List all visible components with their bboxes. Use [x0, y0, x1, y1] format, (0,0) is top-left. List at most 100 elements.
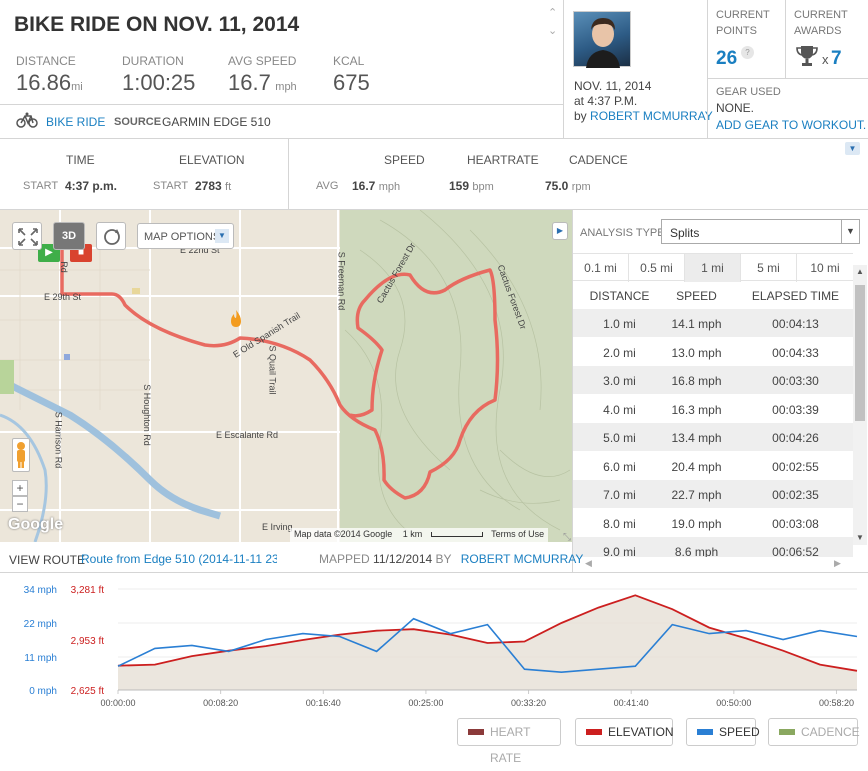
- x-tick-label: 00:33:20: [511, 698, 546, 708]
- mapped-by-link[interactable]: ROBERT MCMURRAY: [460, 552, 584, 566]
- analysis-type-value: Splits: [670, 226, 700, 240]
- hscroll-right-arrow[interactable]: ▶: [834, 558, 841, 568]
- zoom-out-button[interactable]: −: [12, 496, 28, 512]
- owner-link[interactable]: ROBERT MCMURRAY: [590, 109, 713, 123]
- table-cell: 00:04:33: [772, 345, 819, 360]
- zoom-in-button[interactable]: +: [12, 480, 28, 496]
- table-row[interactable]: 9.0 mi 8.6 mph 00:06:52: [573, 537, 853, 557]
- legend-swatch: [468, 729, 484, 735]
- hscroll-left-arrow[interactable]: ◀: [585, 558, 592, 568]
- avg-heartrate: 159 bpm: [449, 179, 494, 193]
- start-elev-value: 2783 ft: [195, 179, 231, 193]
- x-tick-label: 00:00:00: [100, 698, 135, 708]
- gear-label: GEAR USED: [716, 86, 781, 98]
- stat-value: 675: [333, 70, 370, 95]
- table-cell: 13.0 mph: [671, 345, 722, 360]
- stat-value: 16.86: [16, 70, 72, 95]
- table-cell: 00:02:35: [772, 488, 819, 502]
- tab-0-1-mi[interactable]: 0.1 mi: [573, 254, 629, 282]
- x-tick-label: 00:08:20: [203, 698, 238, 708]
- scroll-down-icon[interactable]: ⌄: [548, 25, 558, 37]
- avatar[interactable]: [573, 11, 631, 68]
- splits-table: DISTANCE SPEED ELAPSED TIME 1.0 mi 14.1 m…: [573, 281, 853, 557]
- table-cell: 00:04:26: [772, 431, 819, 445]
- table-row[interactable]: 4.0 mi 16.3 mph 00:03:39: [573, 394, 853, 423]
- street-label: S Freeman Rd: [336, 251, 347, 311]
- legend-label: CADENCE: [801, 725, 860, 739]
- tab-0-5-mi[interactable]: 0.5 mi: [629, 254, 685, 282]
- legend-toggle-heart-rate[interactable]: HEART RATE: [457, 718, 561, 765]
- table-cell: 9.0 mi: [603, 545, 636, 557]
- table-cell: 16.8 mph: [671, 374, 722, 388]
- street-label: S Houghton Rd: [141, 384, 152, 446]
- stat-value: 16.7: [228, 70, 271, 95]
- source-label: SOURCE: [114, 116, 162, 128]
- expand-map-button[interactable]: ▶: [552, 222, 568, 240]
- attribution-text: Map data ©2014 Google: [294, 529, 393, 539]
- activity-type-link[interactable]: BIKE RIDE: [46, 115, 106, 129]
- tab-5-mi[interactable]: 5 mi: [741, 254, 797, 282]
- table-row[interactable]: 1.0 mi 14.1 mph 00:04:13: [573, 309, 853, 337]
- route-link[interactable]: Route from Edge 510 (2014-11-11 23:3: [81, 552, 277, 566]
- table-cell: 14.1 mph: [671, 317, 722, 331]
- avg-cadence: 75.0 rpm: [545, 179, 591, 193]
- scale-label: 1 km: [402, 529, 423, 539]
- legend-swatch: [697, 729, 713, 735]
- legend-label: SPEED: [719, 725, 760, 739]
- table-cell: 00:03:30: [772, 374, 819, 388]
- table-row[interactable]: 8.0 mi 19.0 mph 00:03:08: [573, 508, 853, 537]
- legend-toggle-elevation[interactable]: ELEVATION: [575, 718, 674, 746]
- avg-cadence-value: 75.0: [545, 179, 569, 193]
- pegman-icon[interactable]: [12, 438, 30, 472]
- legend-toggle-speed[interactable]: SPEED: [686, 718, 760, 746]
- table-scrollbar[interactable]: ▲ ▼: [853, 265, 867, 545]
- legend-toggle-cadence[interactable]: CADENCE: [768, 718, 860, 746]
- add-gear-link[interactable]: ADD GEAR TO WORKOUT.: [716, 118, 867, 132]
- reset-view-button[interactable]: [96, 222, 126, 250]
- terms-link[interactable]: Terms of Use: [491, 529, 545, 539]
- table-row[interactable]: 3.0 mi 16.8 mph 00:03:30: [573, 366, 853, 394]
- scroll-up-icon[interactable]: ⌃: [548, 7, 558, 19]
- awards-value: 7: [831, 48, 842, 69]
- table-cell: 4.0 mi: [603, 402, 636, 417]
- map[interactable]: E 29th St E Old Spanish Trail S Quail Tr…: [0, 210, 572, 542]
- table-cell: 20.4 mph: [671, 459, 722, 474]
- avg-speed: 16.7 mph: [352, 179, 400, 193]
- elevation-line: [117, 594, 858, 672]
- scroll-down-arrow[interactable]: ▼: [856, 533, 864, 542]
- tab-10-mi[interactable]: 10 mi: [810, 261, 840, 275]
- stat-label: KCAL: [333, 54, 365, 68]
- mapped-label: MAPPED: [319, 552, 370, 566]
- scale-bar: [430, 532, 483, 537]
- trophy-icon: [795, 44, 819, 73]
- select-chevron-icon: ▼: [841, 220, 859, 243]
- elevation-tick-label: 2,953 ft: [71, 636, 105, 647]
- tab-1-mi[interactable]: 1 mi: [685, 254, 741, 282]
- mapped-by-label: BY: [435, 552, 452, 566]
- table-cell: 00:03:08: [772, 516, 819, 531]
- elev-unit: ft: [225, 181, 232, 193]
- fire-icon[interactable]: [229, 310, 243, 328]
- fullscreen-button[interactable]: [12, 222, 42, 250]
- legend-swatch: [586, 729, 602, 735]
- table-row[interactable]: 5.0 mi 13.4 mph 00:04:26: [573, 423, 853, 451]
- table-row[interactable]: 7.0 mi 22.7 mph 00:02:35: [573, 480, 853, 508]
- route-mapped-info: MAPPED 11/12/2014 BY ROBERT MCMURRAY: [319, 552, 583, 566]
- analysis-type-select[interactable]: Splits ▼: [661, 219, 860, 244]
- table-row[interactable]: 2.0 mi 13.0 mph 00:04:33: [573, 337, 853, 366]
- awards-x: x: [822, 52, 829, 67]
- table-row[interactable]: 6.0 mi 20.4 mph 00:02:55: [573, 451, 853, 480]
- table-cell: 19.0 mph: [671, 516, 722, 531]
- scroll-thumb[interactable]: [855, 285, 865, 421]
- mapped-date: 11/12/2014: [373, 552, 433, 566]
- workout-chart[interactable]: 00:00:00 00:08:20 00:16:40 00:25:00 00:33:20…: [0, 573, 868, 713]
- stat-avg-speed: AVG SPEED 16.7 mph: [228, 54, 297, 96]
- help-icon[interactable]: ?: [741, 46, 754, 59]
- map-options-button[interactable]: MAP OPTIONS ▼: [137, 223, 234, 249]
- column-header: SPEED: [676, 289, 717, 303]
- scroll-up-arrow[interactable]: ▲: [856, 267, 864, 276]
- 3d-button[interactable]: 3D: [53, 222, 85, 250]
- cadence-header: CADENCE: [569, 153, 628, 167]
- expand-summary-icon[interactable]: ▼: [845, 142, 860, 155]
- resize-handle-icon[interactable]: ⤡: [563, 532, 571, 543]
